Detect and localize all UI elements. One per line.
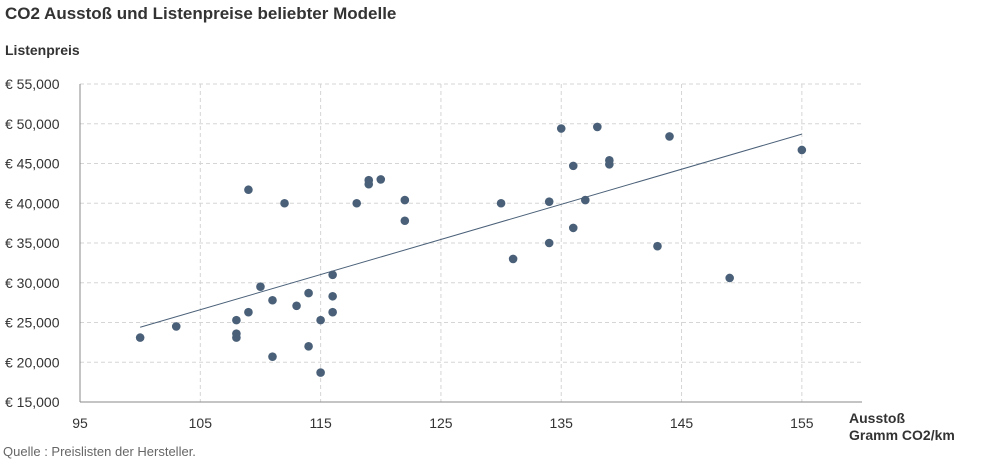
trendline-group (140, 133, 802, 328)
data-point (244, 185, 253, 195)
y-tick-label: € 40,000 (5, 195, 60, 211)
tick-labels: € 15,000 € 20,000 € 25,000 € 30,000 € 35,000… (5, 76, 955, 443)
y-tick-label: € 15,000 (5, 394, 60, 410)
grid (80, 83, 862, 402)
data-point (316, 368, 325, 377)
axes (79, 84, 862, 403)
x-tick-label: 145 (670, 415, 694, 431)
data-point (292, 301, 301, 311)
y-tick-label: € 50,000 (5, 116, 60, 132)
trendline (140, 133, 802, 328)
data-point (364, 179, 374, 189)
data-point (328, 291, 337, 301)
data-point (135, 333, 145, 342)
y-tick-label: € 25,000 (5, 315, 60, 331)
data-point (352, 198, 362, 208)
x-tick-label: 155 (790, 415, 814, 431)
data-point (496, 198, 506, 208)
x-tick-label: 95 (72, 415, 88, 431)
data-point (328, 270, 337, 280)
y-tick-label: € 20,000 (5, 354, 60, 370)
data-point (593, 122, 602, 132)
data-point (232, 315, 241, 325)
data-point (605, 159, 614, 169)
x-tick-label: 125 (429, 415, 453, 431)
data-point (232, 333, 241, 342)
data-point (556, 124, 566, 133)
y-tick-label: € 30,000 (5, 275, 60, 291)
y-tick-label: € 45,000 (5, 156, 60, 172)
y-tick-label: € 35,000 (5, 235, 60, 251)
data-point (400, 216, 410, 226)
data-point (304, 342, 313, 351)
data-point (268, 295, 277, 305)
y-axis-label: Listenpreis (5, 42, 80, 58)
data-point (725, 273, 734, 283)
data-point (653, 241, 662, 251)
x-axis-label: Ausstoß (849, 410, 905, 426)
data-point (316, 315, 325, 325)
data-point (244, 307, 253, 317)
data-point (328, 307, 337, 317)
data-point (508, 254, 518, 264)
data-point (544, 197, 554, 206)
data-point (171, 322, 181, 331)
data-point (797, 145, 807, 155)
data-point (400, 195, 410, 205)
data-point (665, 132, 674, 141)
data-point (544, 238, 554, 248)
chart-title: CO2 Ausstoß und Listenpreise beliebter M… (5, 4, 397, 23)
data-point (580, 195, 590, 205)
x-tick-label: 135 (550, 415, 574, 431)
data-point (568, 223, 578, 233)
x-tick-label: 105 (189, 415, 213, 431)
data-points (135, 122, 807, 377)
data-point (268, 352, 277, 361)
x-axis-label: Gramm CO2/km (849, 427, 955, 443)
y-tick-label: € 55,000 (5, 76, 60, 92)
data-point (568, 161, 578, 171)
data-point (280, 198, 289, 208)
x-tick-label: 115 (309, 415, 332, 431)
data-point (256, 282, 265, 292)
data-point (304, 288, 313, 298)
data-point (376, 175, 386, 184)
source-note: Quelle : Preislisten der Hersteller. (3, 444, 196, 459)
